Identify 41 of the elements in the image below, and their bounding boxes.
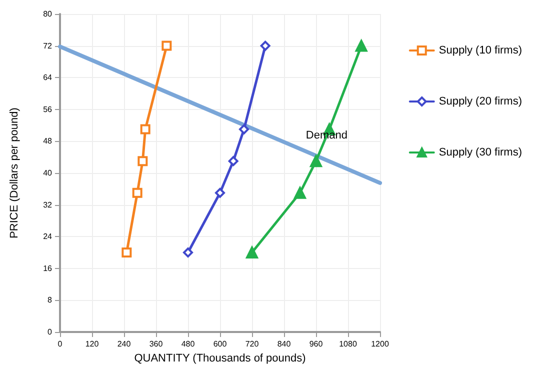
legend-label: Supply (20 firms) [438,96,522,108]
legend-label: Supply (30 firms) [438,146,522,158]
y-tick-label: 56 [43,104,53,114]
point [294,186,306,199]
point [355,40,368,52]
point [162,40,172,51]
x-tick-label: 960 [309,340,324,348]
y-tick-label: 32 [43,200,53,210]
point [310,155,322,168]
y-tick-label: 0 [48,328,53,336]
x-tick-label: 0 [58,340,63,348]
point [215,188,225,198]
x-tick-label: 1200 [371,340,390,348]
x-tick-label: 480 [181,340,196,348]
x-tick-label: 720 [245,340,260,348]
y-tick-label: 24 [43,232,53,242]
point [228,156,238,166]
legend-label: Supply (10 firms) [438,44,522,56]
y-tick-label: 16 [43,264,53,273]
point [260,40,270,51]
y-tick-label: 64 [43,73,53,82]
x-tick-label: 600 [213,340,228,348]
point [122,248,132,258]
x-tick-label: 240 [117,340,132,348]
point [183,248,193,258]
point [246,246,258,258]
y-tick-label: 40 [43,168,53,178]
x-tick-label: 360 [149,340,164,348]
point [140,124,150,134]
point [132,188,142,198]
y-tick-label: 48 [43,136,53,146]
x-axis-title: QUANTITY (Thousands of pounds) [134,352,306,364]
point [239,124,249,134]
y-axis-title: PRICE (Dollars per pound) [8,108,20,238]
point [138,156,148,166]
y-tick-label: 72 [43,41,53,50]
x-tick-label: 120 [85,340,100,348]
x-tick-label: 840 [277,340,292,348]
y-tick-label: 80 [43,10,53,18]
y-tick-label: 8 [48,296,53,305]
x-tick-label: 1080 [339,340,358,348]
